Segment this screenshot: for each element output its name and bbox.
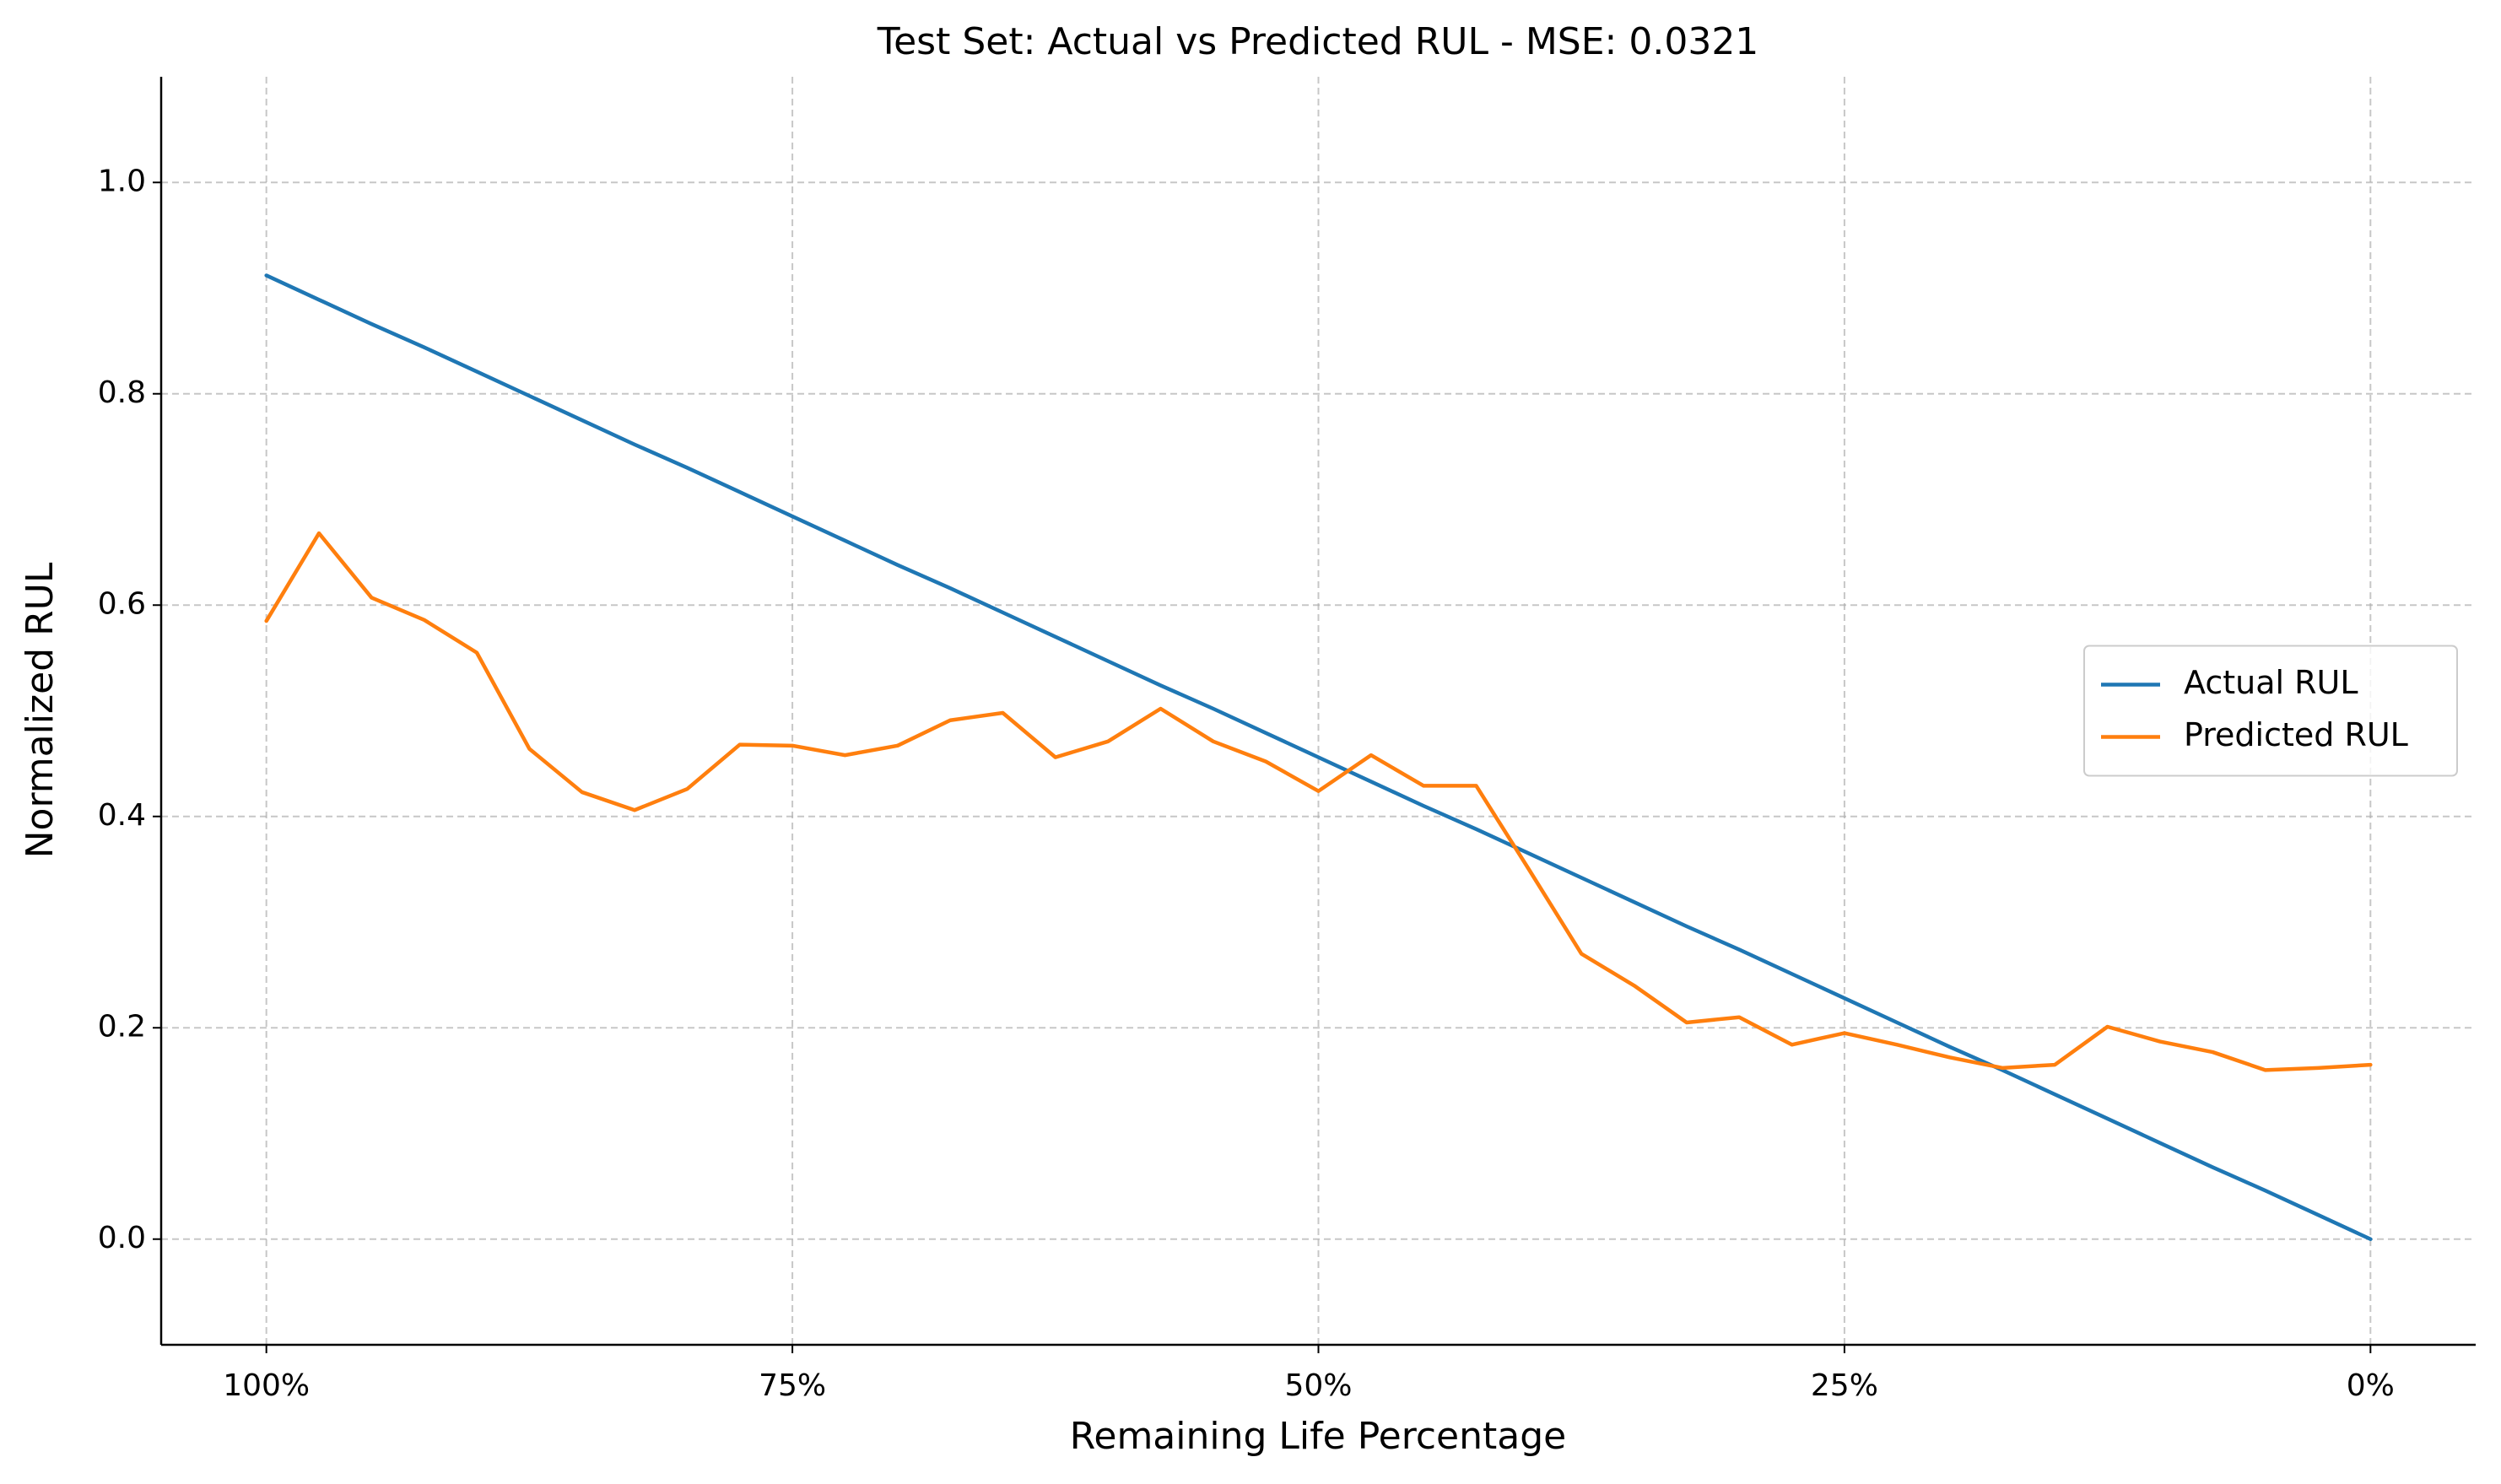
y-tick-label: 0.2 [98, 1009, 146, 1044]
x-tick-label: 25% [1811, 1368, 1878, 1403]
chart-title: Test Set: Actual vs Predicted RUL - MSE:… [877, 20, 1759, 63]
legend-label: Predicted RUL [2184, 716, 2408, 753]
line-series [264, 273, 2373, 1241]
y-tick-label: 0.4 [98, 798, 146, 833]
x-tick-label: 0% [2347, 1368, 2395, 1403]
x-tick-label: 50% [1284, 1368, 1352, 1403]
y-tick-label: 0.6 [98, 586, 146, 621]
line-series [264, 531, 2373, 1072]
y-axis-label: Normalized RUL [19, 562, 62, 858]
legend-label: Actual RUL [2184, 664, 2358, 701]
y-tick-label: 1.0 [98, 164, 146, 198]
x-axis-label: Remaining Life Percentage [1070, 1415, 1566, 1458]
legend-box [2083, 645, 2458, 777]
y-tick-label: 0.8 [98, 375, 146, 410]
x-tick-label: 100% [223, 1368, 310, 1403]
y-tick-label: 0.0 [98, 1221, 146, 1255]
x-tick-label: 75% [759, 1368, 826, 1403]
